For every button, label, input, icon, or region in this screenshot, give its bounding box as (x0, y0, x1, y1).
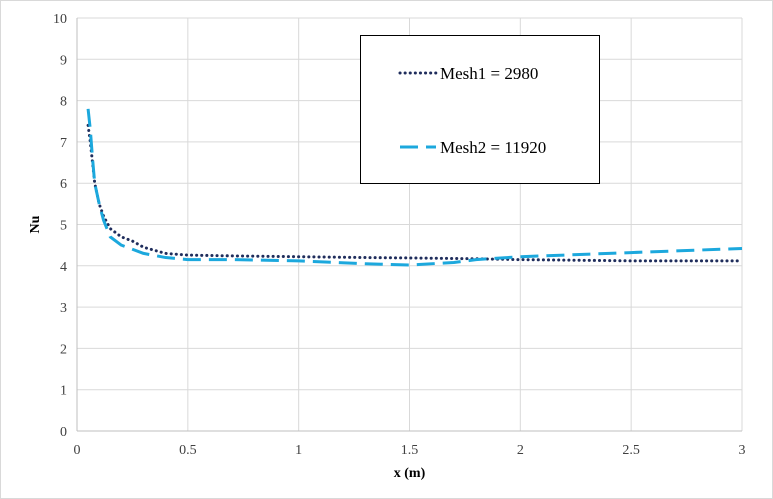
legend-label-1: Mesh1 = 2980 (440, 64, 538, 83)
x-tick-label: 1 (295, 443, 302, 458)
x-tick-label: 2 (517, 443, 524, 458)
x-tick-label: 0 (74, 443, 81, 458)
y-axis-title: Nu (28, 215, 43, 233)
x-tick-label: 2.5 (622, 443, 640, 458)
x-axis-title: x (m) (394, 466, 426, 481)
y-tick-label: 6 (60, 177, 67, 192)
axes: 0 1 2 3 4 5 6 7 8 9 10 0 0.5 1 1.5 2 2.5 3 x (m) Nu (28, 12, 746, 481)
series-line-2 (86, 108, 743, 267)
series-layer (86, 108, 744, 267)
x-tick-label: 1.5 (401, 443, 419, 458)
y-tick-label: 10 (53, 12, 67, 27)
legend: Mesh1 = 2980 Mesh2 = 11920 (360, 35, 600, 184)
x-tick-label: 3 (739, 443, 746, 458)
y-tick-label: 8 (60, 95, 67, 110)
legend-label-2: Mesh2 = 11920 (440, 138, 546, 157)
y-tick-label: 4 (60, 260, 67, 275)
y-tick-label: 1 (60, 384, 67, 399)
y-tick-label: 0 (60, 425, 67, 440)
y-tick-label: 9 (60, 53, 67, 68)
y-tick-label: 7 (60, 136, 67, 151)
x-tick-label: 0.5 (179, 443, 197, 458)
legend-box (360, 35, 600, 184)
y-tick-label: 5 (60, 219, 67, 234)
y-tick-label: 2 (60, 342, 67, 357)
y-tick-label: 3 (60, 301, 67, 316)
